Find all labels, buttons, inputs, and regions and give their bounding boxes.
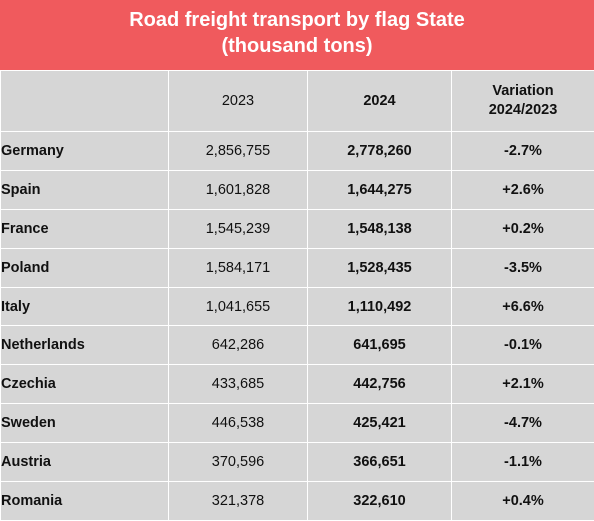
country-cell: Austria: [1, 443, 169, 482]
value-2024-cell: 1,110,492: [308, 287, 452, 326]
header-2024: 2024: [308, 71, 452, 132]
value-2024-cell: 641,695: [308, 326, 452, 365]
value-2024-cell: 366,651: [308, 443, 452, 482]
country-cell: France: [1, 209, 169, 248]
country-cell: Poland: [1, 248, 169, 287]
header-country: [1, 71, 169, 132]
value-2024-cell: 425,421: [308, 404, 452, 443]
chart-title-line-1: Road freight transport by flag State: [0, 7, 594, 33]
country-cell: Netherlands: [1, 326, 169, 365]
value-2023-cell: 370,596: [169, 443, 308, 482]
country-cell: Czechia: [1, 365, 169, 404]
value-2024-cell: 1,528,435: [308, 248, 452, 287]
value-2023-cell: 321,378: [169, 482, 308, 521]
value-2023-cell: 1,545,239: [169, 209, 308, 248]
value-2023-cell: 1,584,171: [169, 248, 308, 287]
value-2023-cell: 2,856,755: [169, 132, 308, 171]
variation-cell: -2.7%: [452, 132, 594, 171]
variation-cell: -4.7%: [452, 404, 594, 443]
variation-cell: -1.1%: [452, 443, 594, 482]
country-cell: Spain: [1, 170, 169, 209]
header-variation: Variation 2024/2023: [452, 71, 594, 132]
value-2024-cell: 322,610: [308, 482, 452, 521]
chart-title-line-2: (thousand tons): [0, 33, 594, 59]
country-cell: Sweden: [1, 404, 169, 443]
variation-cell: +0.2%: [452, 209, 594, 248]
header-2023: 2023: [169, 71, 308, 132]
chart-figure: Road freight transport by flag State (th…: [0, 0, 594, 509]
value-2023-cell: 1,601,828: [169, 170, 308, 209]
table-header-row: 2023 2024 Variation 2024/2023: [1, 71, 594, 132]
chart-title: Road freight transport by flag State (th…: [0, 0, 594, 70]
value-2024-cell: 2,778,260: [308, 132, 452, 171]
value-2023-cell: 1,041,655: [169, 287, 308, 326]
header-variation-line-1: Variation: [452, 82, 594, 101]
variation-cell: +0.4%: [452, 482, 594, 521]
value-2023-cell: 433,685: [169, 365, 308, 404]
value-2023-cell: 642,286: [169, 326, 308, 365]
country-cell: Germany: [1, 132, 169, 171]
country-cell: Romania: [1, 482, 169, 521]
value-2024-cell: 1,548,138: [308, 209, 452, 248]
variation-cell: -3.5%: [452, 248, 594, 287]
variation-cell: -0.1%: [452, 326, 594, 365]
value-2024-cell: 442,756: [308, 365, 452, 404]
country-cell: Italy: [1, 287, 169, 326]
value-2024-cell: 1,644,275: [308, 170, 452, 209]
variation-cell: +2.6%: [452, 170, 594, 209]
value-2023-cell: 446,538: [169, 404, 308, 443]
variation-cell: +2.1%: [452, 365, 594, 404]
variation-cell: +6.6%: [452, 287, 594, 326]
header-variation-line-2: 2024/2023: [452, 101, 594, 120]
